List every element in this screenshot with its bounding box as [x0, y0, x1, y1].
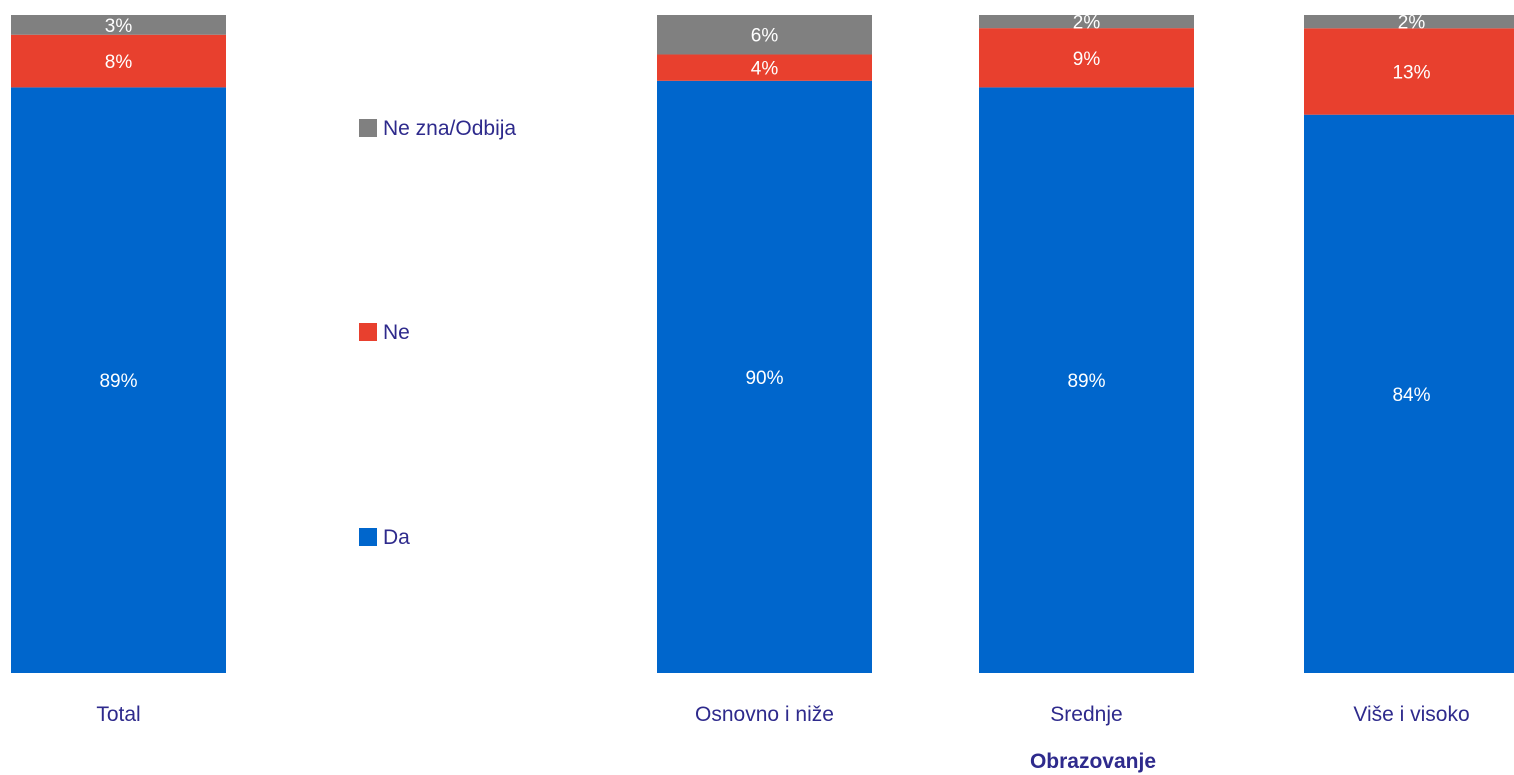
data-label-total-ne-zna-odbija: 3%	[105, 16, 133, 37]
bar-segment-osnovno-i-nize-da	[657, 80, 872, 674]
data-label-srednje-da: 89%	[1067, 371, 1105, 392]
bars-layer	[11, 15, 1514, 674]
bar-segment-vise-i-visoko-ne	[1304, 28, 1514, 115]
bar-segment-osnovno-i-nize-ne	[657, 54, 872, 81]
legend-label-ne-zna-odbija: Ne zna/Odbija	[383, 117, 516, 140]
bar-segment-srednje-ne	[979, 28, 1194, 88]
bar-segment-total-ne-zna-odbija	[11, 15, 226, 35]
legend-swatch-ne-zna-odbija	[359, 119, 377, 137]
bar-segment-total-da	[11, 87, 226, 673]
legend-label-da: Da	[383, 526, 410, 549]
data-label-osnovno-i-nize-ne: 4%	[751, 59, 779, 80]
category-label-osnovno-i-nize: Osnovno i niže	[695, 703, 834, 726]
group-label-obrazovanje: Obrazovanje	[1030, 750, 1156, 773]
data-label-srednje-ne-zna-odbija: 2%	[1073, 13, 1101, 34]
legend-label-ne: Ne	[383, 321, 410, 344]
category-label-total: Total	[96, 703, 140, 726]
data-label-vise-i-visoko-ne: 13%	[1392, 62, 1430, 83]
bar-segment-srednje-ne-zna-odbija	[979, 15, 1194, 29]
bar-segment-vise-i-visoko-ne-zna-odbija	[1304, 15, 1514, 29]
data-label-srednje-ne: 9%	[1073, 49, 1101, 70]
data-label-vise-i-visoko-ne-zna-odbija: 2%	[1398, 13, 1426, 34]
data-label-total-da: 89%	[99, 371, 137, 392]
legend-swatch-da	[359, 528, 377, 546]
data-label-osnovno-i-nize-ne-zna-odbija: 6%	[751, 26, 779, 47]
segment-labels-layer: 89% 8% 3% 90% 4% 6% 89% 9% 2% 84% 13% 2%	[99, 13, 1430, 406]
category-labels-layer: Total Osnovno i niže Srednje Više i visoko	[96, 703, 1469, 726]
category-label-srednje: Srednje	[1050, 703, 1122, 726]
data-label-total-ne: 8%	[105, 52, 133, 73]
bar-segment-total-ne	[11, 34, 226, 88]
data-label-osnovno-i-nize-da: 90%	[745, 368, 783, 389]
bar-segment-vise-i-visoko-da	[1304, 114, 1514, 674]
bar-segment-osnovno-i-nize-ne-zna-odbija	[657, 15, 872, 55]
legend: Ne zna/Odbija Ne Da	[359, 117, 516, 549]
data-label-vise-i-visoko-da: 84%	[1392, 385, 1430, 406]
bar-segment-srednje-da	[979, 87, 1194, 673]
category-label-vise-i-visoko: Više i visoko	[1353, 703, 1469, 726]
legend-swatch-ne	[359, 323, 377, 341]
